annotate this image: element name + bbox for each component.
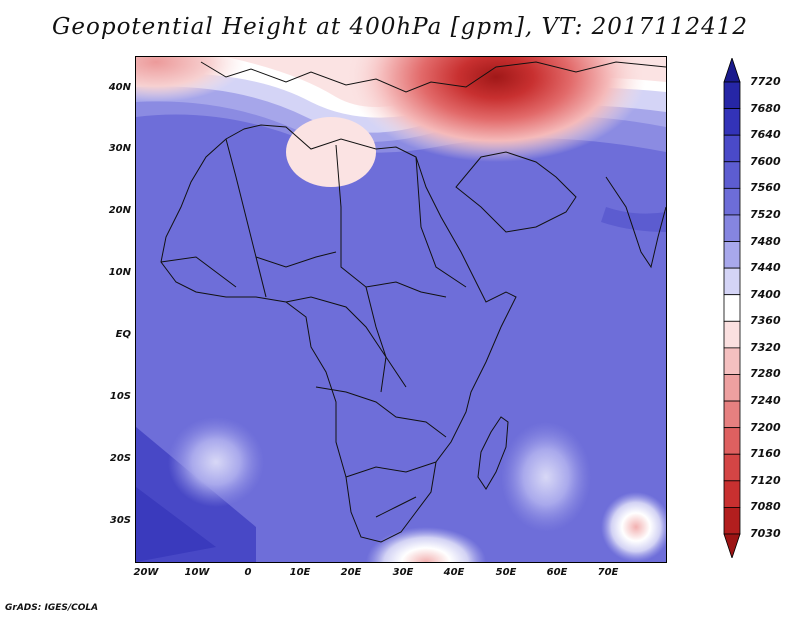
colorbar-swatch bbox=[723, 81, 741, 109]
colorbar-swatch bbox=[723, 108, 741, 136]
colorbar-swatch bbox=[723, 453, 741, 482]
colorbar-level-label: 7280 bbox=[750, 367, 781, 381]
colorbar-swatch bbox=[723, 400, 741, 429]
colorbar-level-label: 7240 bbox=[750, 394, 781, 408]
colorbar-level-label: 7440 bbox=[750, 261, 781, 275]
colorbar-level-label: 7030 bbox=[750, 527, 781, 540]
colorbar-swatch bbox=[723, 241, 741, 269]
lon-label: 30E bbox=[392, 567, 414, 578]
lon-label: 60E bbox=[546, 567, 568, 578]
lon-label: 40E bbox=[443, 567, 465, 578]
lat-label: 20S bbox=[109, 453, 131, 464]
colorbar-swatch bbox=[723, 187, 741, 216]
colorbar-swatch bbox=[723, 214, 741, 242]
colorbar-level-label: 7560 bbox=[750, 181, 781, 195]
colorbar-swatch bbox=[723, 374, 741, 402]
colorbar-level-label: 7520 bbox=[750, 207, 781, 221]
lat-label: EQ bbox=[115, 329, 131, 340]
colorbar-swatch bbox=[723, 507, 741, 535]
colorbar-swatch bbox=[723, 161, 741, 189]
colorbar-min-arrow bbox=[723, 533, 741, 558]
map-panel bbox=[135, 56, 667, 563]
lon-label: 50E bbox=[495, 567, 517, 578]
colorbar-level-label: 7200 bbox=[750, 420, 781, 434]
lon-label: 10W bbox=[184, 567, 210, 578]
colorbar-level-label: 7360 bbox=[750, 314, 781, 328]
colorbar-swatch bbox=[723, 347, 741, 375]
lon-label: 70E bbox=[597, 567, 619, 578]
colorbar-swatch bbox=[723, 267, 741, 296]
lat-label: 30N bbox=[108, 143, 131, 154]
lat-label: 10S bbox=[109, 391, 131, 402]
colorbar-level-label: 7480 bbox=[750, 234, 781, 248]
colorbar-level-label: 7080 bbox=[750, 500, 781, 514]
map-field bbox=[136, 57, 666, 562]
colorbar-level-label: 7720 bbox=[750, 75, 781, 88]
colorbar-level-label: 7120 bbox=[750, 473, 781, 487]
colorbar-level-label: 7160 bbox=[750, 447, 781, 461]
lon-label: 20W bbox=[133, 567, 159, 578]
chart-title: Geopotential Height at 400hPa [gpm], VT:… bbox=[52, 14, 748, 40]
colorbar-level-label: 7680 bbox=[750, 101, 781, 115]
colorbar-swatch bbox=[723, 320, 741, 349]
lon-label: 0 bbox=[244, 567, 252, 578]
lon-label: 20E bbox=[340, 567, 362, 578]
colorbar-swatch bbox=[723, 480, 741, 508]
colorbar-level-label: 7600 bbox=[750, 154, 781, 168]
lat-label: 40N bbox=[108, 82, 131, 93]
lon-label: 10E bbox=[289, 567, 311, 578]
lat-label: 10N bbox=[108, 267, 131, 278]
colorbar-level-label: 7320 bbox=[750, 340, 781, 354]
colorbar-level-label: 7640 bbox=[750, 128, 781, 142]
colorbar bbox=[723, 58, 741, 558]
colorbar-level-label: 7400 bbox=[750, 287, 781, 301]
colorbar-swatch bbox=[723, 427, 741, 455]
lat-label: 30S bbox=[109, 515, 131, 526]
colorbar-swatch bbox=[723, 134, 741, 163]
colorbar-max-arrow bbox=[723, 58, 741, 83]
colorbar-swatch bbox=[723, 294, 741, 322]
grads-credit: GrADS: IGES/COLA bbox=[5, 603, 99, 613]
lat-label: 20N bbox=[108, 205, 131, 216]
